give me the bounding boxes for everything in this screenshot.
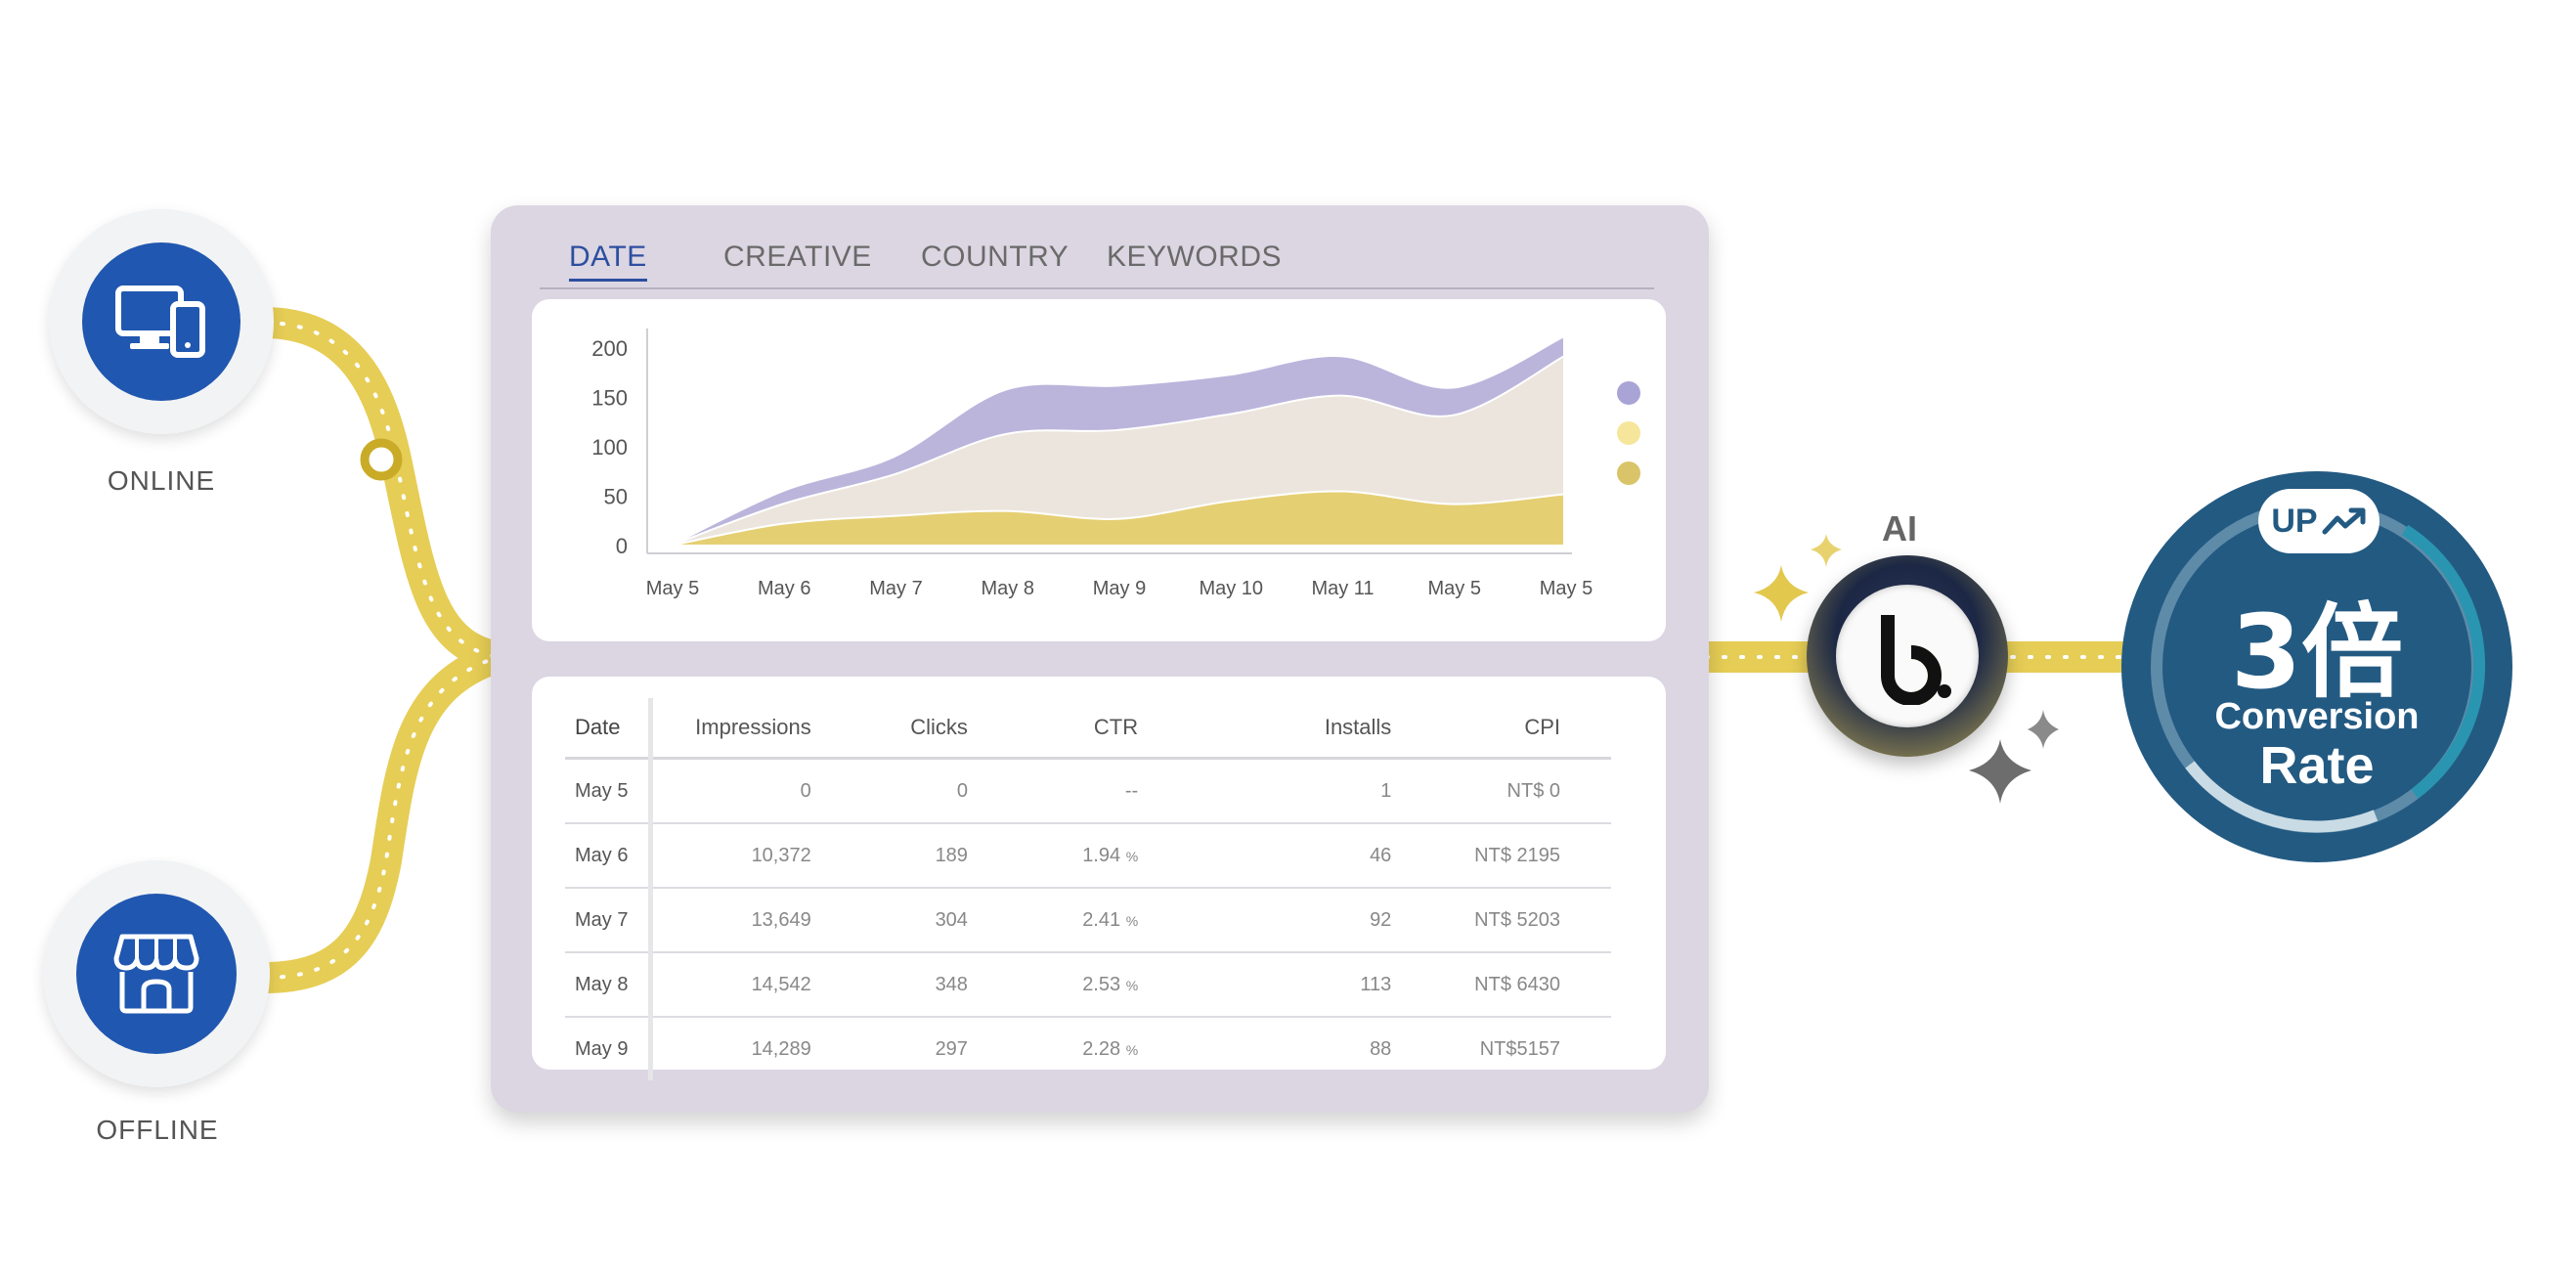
y-tick-label: 200 (591, 336, 628, 361)
b-logo-icon: b (1858, 607, 1951, 705)
table-header-row: Date Impressions Clicks CTR Installs CPI (565, 698, 1611, 760)
cell-impressions: 10,372 (650, 823, 812, 889)
legend-dot[interactable] (1617, 461, 1640, 485)
cell-installs: 92 (1226, 888, 1393, 953)
table-row[interactable]: May 6 10,372 189 1.94 % 46 NT$ 2195 (565, 823, 1611, 889)
cell-ctr: 1.94 % (968, 823, 1227, 889)
header-date[interactable]: Date (565, 698, 653, 760)
x-tick-label: May 5 (646, 578, 699, 599)
up-label: UP (2271, 502, 2318, 540)
x-tick-label: May 6 (758, 578, 810, 599)
cell-impressions: 14,289 (751, 1037, 811, 1060)
cell-ctr: -- (968, 758, 1227, 824)
conversion-badge: UP 3倍 Conversion Rate (2121, 471, 2512, 862)
cell-ctr: 2.53 % (968, 952, 1227, 1018)
cell-clicks: 304 (811, 888, 969, 953)
cell-date: May 6 (565, 823, 653, 889)
tab-keywords[interactable]: KEYWORDS (1107, 241, 1283, 273)
cell-impressions: 0 (650, 758, 812, 824)
cell-cpi: NT$ 5203 (1392, 888, 1611, 953)
x-tick-label: May 5 (1540, 578, 1593, 599)
trend-up-icon (2322, 507, 2366, 535)
table-row[interactable]: May 7 13,649 304 2.41 % 92 NT$ 5203 (565, 888, 1611, 953)
cell-cpi: NT$ 2195 (1392, 823, 1611, 889)
header-impressions[interactable]: Impressions (650, 698, 812, 760)
path-node (360, 438, 403, 481)
cell-installs: 46 (1226, 823, 1393, 889)
table-panel: Date Impressions Clicks CTR Installs CPI… (532, 677, 1666, 1080)
conversion-label-line2: Rate (2259, 736, 2375, 795)
cell-clicks: 348 (811, 952, 969, 1018)
cell-date: May 8 (565, 952, 653, 1018)
tab-creative[interactable]: CREATIVE (723, 241, 872, 273)
tab-country[interactable]: COUNTRY (921, 241, 1070, 273)
cell-clicks: 297 (935, 1037, 968, 1060)
header-clicks[interactable]: Clicks (811, 698, 969, 760)
online-label: ONLINE (107, 465, 216, 496)
sparkle-icon (2028, 710, 2059, 749)
table-row[interactable]: May 8 14,542 348 2.53 % 113 NT$ 6430 (565, 952, 1611, 1018)
cell-date: May 9 (565, 1017, 653, 1080)
conversion-multiplier: 3倍 (2230, 592, 2404, 712)
offline-label: OFFLINE (96, 1115, 219, 1145)
dashboard-card: DATE CREATIVE COUNTRY KEYWORDS 0 50 100 150… (491, 205, 1709, 1113)
cell-cpi: NT$ 0 (1392, 758, 1611, 824)
y-tick-label: 50 (604, 485, 628, 509)
x-tick-label: May 9 (1093, 578, 1146, 599)
cell-installs: 113 (1226, 952, 1393, 1018)
cell-installs: 1 (1226, 758, 1393, 824)
x-tick-label: May 7 (869, 578, 922, 599)
area-series-0 (670, 490, 1565, 547)
tab-date[interactable]: DATE (569, 241, 647, 282)
x-tick-label: May 11 (1311, 578, 1374, 599)
legend-dot[interactable] (1617, 381, 1640, 405)
tab-bar: DATE CREATIVE COUNTRY KEYWORDS (540, 227, 1654, 289)
table-row[interactable]: May 9 14,289 297 2.28 % 88 NT$5157 (565, 1017, 1611, 1080)
header-cpi[interactable]: CPI (1392, 698, 1611, 760)
ai-badge: b (1807, 555, 2008, 757)
devices-icon (115, 285, 205, 358)
x-tick-label: May 10 (1199, 578, 1263, 599)
header-installs[interactable]: Installs (1226, 698, 1393, 760)
cell-ctr: 2.41 % (968, 888, 1227, 953)
offline-channel-badge (43, 860, 270, 1087)
cell-cpi: NT$ 6430 (1392, 952, 1611, 1018)
cell-date: May 7 (565, 888, 653, 953)
x-tick-label: May 8 (982, 578, 1034, 599)
cell-impressions: 13,649 (650, 888, 812, 953)
up-pill: UP (2258, 489, 2380, 553)
x-tick-label: May 5 (1428, 578, 1481, 599)
cell-clicks: 0 (811, 758, 969, 824)
cell-date: May 5 (565, 758, 653, 824)
sparkle-icon (1754, 565, 1809, 622)
sparkle-icon (1811, 534, 1842, 567)
chart-panel: 0 50 100 150 200 May 5 May 6 May 7 May 8 May 9 May… (532, 299, 1666, 641)
online-channel-badge (49, 209, 274, 434)
ai-label: AI (1882, 508, 1917, 548)
y-tick-label: 0 (616, 534, 628, 558)
cell-ctr: 2.28 % (1082, 1037, 1139, 1060)
sparkle-icon (1969, 739, 2031, 804)
y-tick-label: 100 (591, 435, 628, 460)
storefront-icon (113, 934, 199, 1014)
cell-clicks: 189 (811, 823, 969, 889)
legend-dot[interactable] (1617, 421, 1640, 445)
area-chart: 0 50 100 150 200 May 5 May 6 May 7 May 8 May 9 May… (591, 329, 1640, 599)
cell-cpi: NT$5157 (1479, 1037, 1560, 1060)
header-ctr[interactable]: CTR (968, 698, 1227, 760)
cell-impressions: 14,542 (650, 952, 812, 1018)
cell-installs: 88 (1370, 1037, 1392, 1060)
conversion-label-line1: Conversion (2214, 696, 2420, 737)
table-row[interactable]: May 5 0 0 -- 1 NT$ 0 (565, 758, 1611, 824)
svg-text:b: b (1858, 607, 1859, 608)
y-tick-label: 150 (591, 386, 628, 411)
stats-table: Date Impressions Clicks CTR Installs CPI… (565, 698, 1611, 1080)
